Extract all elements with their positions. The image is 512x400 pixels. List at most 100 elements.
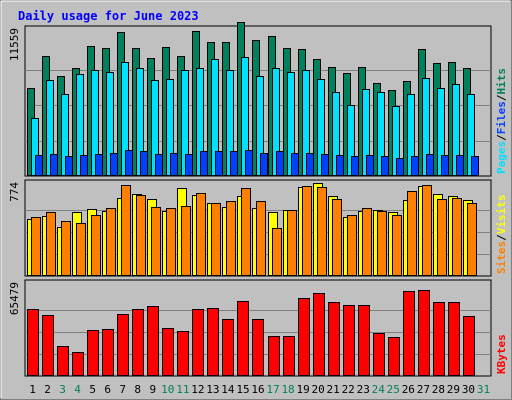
bar-sites-day-6 xyxy=(106,208,116,276)
x-tick-label-day-24: 24 xyxy=(372,383,386,396)
x-tick-label-day-1: 1 xyxy=(29,383,36,396)
x-tick-label-day-11: 11 xyxy=(176,383,189,396)
bar-pages-day-27 xyxy=(426,154,434,176)
bar-sites-day-4 xyxy=(76,223,86,276)
bar-kbytes-day-12 xyxy=(192,309,204,376)
panel-hits-scale-label: 11559 xyxy=(8,28,21,61)
bar-kbytes-day-25 xyxy=(388,337,400,376)
bar-pages-day-8 xyxy=(140,151,148,176)
bar-sites-day-7 xyxy=(121,185,131,276)
bar-pages-day-22 xyxy=(351,156,359,176)
bar-pages-day-13 xyxy=(215,151,223,176)
x-tick-label-day-21: 21 xyxy=(327,383,340,396)
bar-sites-day-23 xyxy=(362,208,372,276)
bar-sites-day-20 xyxy=(317,187,327,276)
bar-pages-day-26 xyxy=(411,156,419,176)
x-tick-label-day-4: 4 xyxy=(74,383,81,396)
bar-sites-day-13 xyxy=(211,203,221,276)
x-tick-label-day-20: 20 xyxy=(312,383,325,396)
bar-kbytes-day-16 xyxy=(252,319,264,376)
bar-sites-day-21 xyxy=(332,199,342,276)
x-tick-label-day-8: 8 xyxy=(134,383,141,396)
legend-entry: / xyxy=(495,234,508,241)
x-tick-label-day-23: 23 xyxy=(357,383,370,396)
bar-kbytes-day-22 xyxy=(343,305,355,376)
x-tick-label-day-25: 25 xyxy=(387,383,400,396)
bar-pages-day-17 xyxy=(276,151,284,176)
panel-visits: 774 Sites/Visits xyxy=(8,179,508,277)
bar-sites-day-15 xyxy=(241,188,251,276)
x-tick-label-day-5: 5 xyxy=(89,383,96,396)
bar-pages-day-28 xyxy=(441,155,449,176)
x-tick-label-day-14: 14 xyxy=(221,383,235,396)
legend-entry: Files xyxy=(495,101,508,134)
bar-kbytes-day-26 xyxy=(403,291,415,376)
bar-sites-day-30 xyxy=(467,203,477,276)
bar-sites-day-18 xyxy=(287,210,297,276)
bar-pages-day-5 xyxy=(95,154,103,176)
bar-pages-day-25 xyxy=(396,158,404,176)
bar-kbytes-day-28 xyxy=(433,302,445,376)
bar-pages-day-24 xyxy=(381,156,389,176)
bar-kbytes-day-14 xyxy=(222,319,234,376)
panel-kbytes-scale-label: 65479 xyxy=(8,282,21,315)
bar-sites-day-3 xyxy=(61,221,71,276)
bar-sites-day-27 xyxy=(422,185,432,276)
bar-pages-day-30 xyxy=(471,156,479,176)
bar-sites-day-11 xyxy=(181,206,191,276)
x-tick-label-day-15: 15 xyxy=(236,383,249,396)
chart-title: Daily usage for June 2023 xyxy=(18,9,199,23)
x-tick-label-day-26: 26 xyxy=(402,383,415,396)
panel-kbytes-legend: KBytes xyxy=(495,334,508,374)
panel-hits: 11559 Pages/Files/Hits xyxy=(8,22,508,177)
bar-kbytes-day-4 xyxy=(72,352,84,376)
bar-kbytes-day-24 xyxy=(373,333,385,376)
x-tick-label-day-29: 29 xyxy=(447,383,460,396)
legend-entry: Visits xyxy=(495,195,508,235)
bar-kbytes-day-2 xyxy=(42,315,54,376)
bar-sites-day-24 xyxy=(377,211,387,276)
bar-kbytes-day-23 xyxy=(358,305,370,376)
x-tick-label-day-28: 28 xyxy=(432,383,445,396)
bar-pages-day-2 xyxy=(50,154,58,176)
bar-sites-day-22 xyxy=(347,215,357,276)
legend-entry: Sites xyxy=(495,241,508,274)
x-tick-label-day-22: 22 xyxy=(342,383,355,396)
bar-sites-day-28 xyxy=(437,199,447,276)
bar-kbytes-day-17 xyxy=(268,336,280,376)
panel-visits-scale-label: 774 xyxy=(8,182,21,202)
bar-pages-day-9 xyxy=(155,154,163,176)
bar-pages-day-12 xyxy=(200,151,208,176)
x-tick-label-day-3: 3 xyxy=(59,383,66,396)
bar-kbytes-day-18 xyxy=(283,336,295,376)
bar-pages-day-11 xyxy=(185,154,193,176)
bar-sites-day-26 xyxy=(407,191,417,276)
bar-pages-day-15 xyxy=(245,150,253,176)
legend-entry: Pages xyxy=(495,141,508,174)
bar-sites-day-25 xyxy=(392,215,402,276)
panel-hits-legend: Pages/Files/Hits xyxy=(495,68,508,174)
bar-pages-day-29 xyxy=(456,155,464,176)
bar-pages-day-23 xyxy=(366,155,374,176)
bar-pages-day-20 xyxy=(321,154,329,176)
x-tick-label-day-7: 7 xyxy=(119,383,126,396)
bar-sites-day-12 xyxy=(196,193,206,276)
bar-pages-day-3 xyxy=(65,156,73,176)
bar-kbytes-day-21 xyxy=(328,302,340,376)
bar-sites-day-10 xyxy=(166,208,176,276)
bar-sites-day-1 xyxy=(31,217,41,276)
x-tick-label-day-13: 13 xyxy=(206,383,219,396)
bar-kbytes-day-29 xyxy=(448,302,460,376)
bar-kbytes-day-13 xyxy=(207,308,219,376)
bar-pages-day-18 xyxy=(291,153,299,176)
bar-pages-day-7 xyxy=(125,150,133,176)
x-tick-label-day-16: 16 xyxy=(251,383,264,396)
bar-pages-day-19 xyxy=(306,153,314,176)
bar-kbytes-day-8 xyxy=(132,309,144,376)
x-tick-label-day-18: 18 xyxy=(281,383,294,396)
bar-kbytes-day-5 xyxy=(87,330,99,376)
bar-sites-day-17 xyxy=(272,228,282,276)
bar-sites-day-14 xyxy=(226,201,236,276)
bar-kbytes-day-1 xyxy=(27,309,39,376)
